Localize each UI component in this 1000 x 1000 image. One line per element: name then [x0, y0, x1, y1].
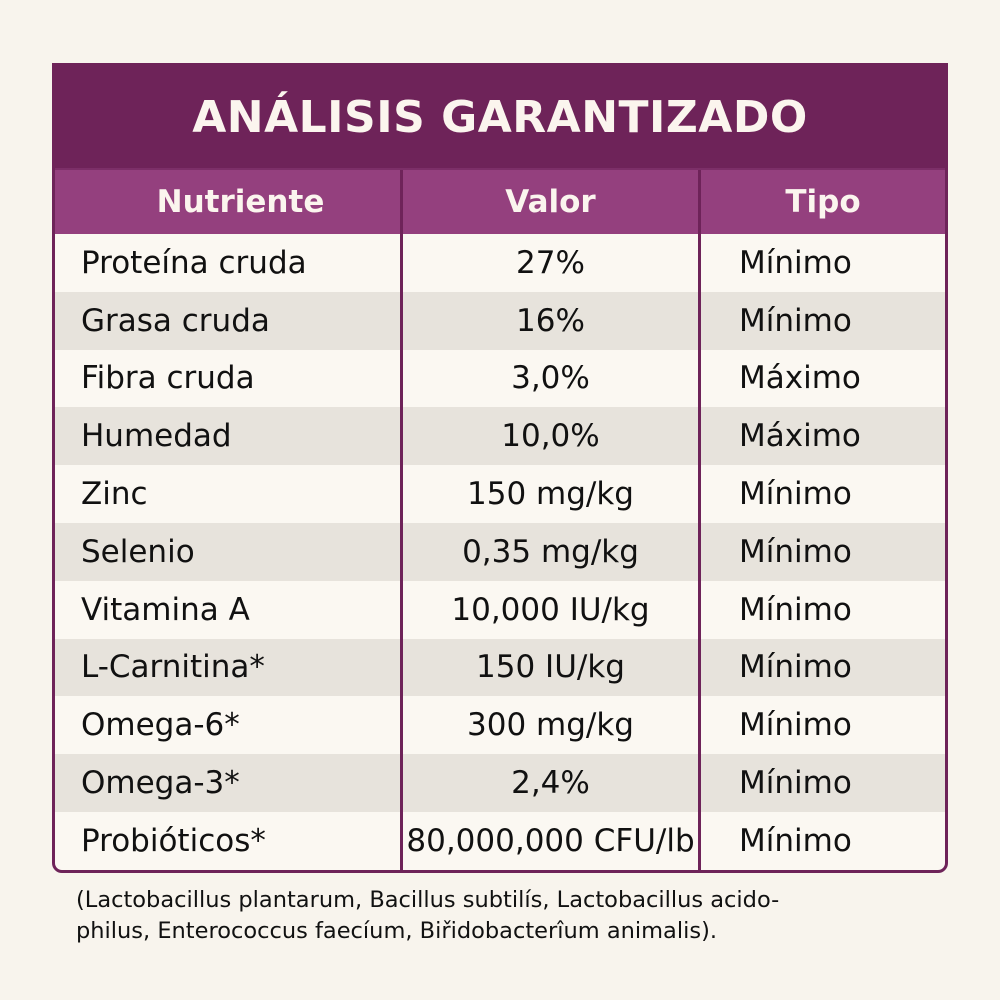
nutrient-cell: Omega-3* — [81, 765, 240, 802]
type-cell: Mínimo — [698, 754, 945, 812]
table-body: Proteína cruda 27% Mínimo Grasa cruda 16% Mín… — [55, 234, 945, 870]
table-row: Proteína cruda 27% Mínimo — [55, 234, 945, 292]
value-cell: 150 mg/kg — [400, 465, 698, 523]
type-cell: Máximo — [698, 407, 945, 466]
value-cell: 0,35 mg/kg — [400, 522, 698, 581]
table-row: Humedad 10,0% Máximo — [55, 407, 945, 466]
header-nutrient: Nutriente — [156, 184, 325, 220]
table-row: Omega-6* 300 mg/kg Mínimo — [55, 696, 945, 755]
header-row: Nutriente Valor Tipo — [55, 168, 945, 234]
value-cell: 300 mg/kg — [400, 696, 698, 755]
footnote: (Lactobacillus plantarum, Bacillus subti… — [76, 885, 956, 947]
type-cell: Mínimo — [698, 234, 945, 292]
type-cell: Mínimo — [698, 522, 945, 581]
type-cell: Máximo — [698, 349, 945, 408]
table-row: Omega-3* 2,4% Mínimo — [55, 754, 945, 812]
value-cell: 150 IU/kg — [400, 638, 698, 697]
type-cell: Mínimo — [698, 638, 945, 697]
header-value: Valor — [400, 170, 698, 234]
table-row: Zinc 150 mg/kg Mínimo — [55, 465, 945, 523]
type-cell: Mínimo — [698, 811, 945, 870]
value-cell: 2,4% — [400, 754, 698, 812]
type-cell: Mínimo — [698, 580, 945, 639]
nutrient-cell: Zinc — [81, 476, 148, 513]
value-cell: 27% — [400, 234, 698, 292]
table-row: Vitamina A 10,000 IU/kg Mínimo — [55, 580, 945, 639]
table-row: Grasa cruda 16% Mínimo — [55, 291, 945, 350]
nutrient-cell: Grasa cruda — [81, 302, 270, 339]
type-cell: Mínimo — [698, 465, 945, 523]
value-cell: 80,000,000 CFU/lb — [400, 811, 698, 870]
header-type: Tipo — [698, 170, 945, 234]
value-cell: 10,000 IU/kg — [400, 580, 698, 639]
footnote-line-1: (Lactobacillus plantarum, Bacillus subti… — [76, 887, 780, 913]
table-row: L-Carnitina* 150 IU/kg Mínimo — [55, 638, 945, 697]
value-cell: 16% — [400, 291, 698, 350]
nutrient-cell: Omega-6* — [81, 707, 240, 744]
guaranteed-analysis-table: ANÁLISIS GARANTIZADO Nutriente Valor Tip… — [52, 63, 948, 873]
table-title: ANÁLISIS GARANTIZADO — [55, 66, 945, 168]
nutrient-cell: Fibra cruda — [81, 360, 255, 397]
table-row: Selenio 0,35 mg/kg Mínimo — [55, 522, 945, 581]
nutrient-cell: Proteína cruda — [81, 244, 307, 281]
type-cell: Mínimo — [698, 696, 945, 755]
table-row: Probióticos* 80,000,000 CFU/lb Mínimo — [55, 811, 945, 870]
value-cell: 3,0% — [400, 349, 698, 408]
footnote-line-2: philus, Enterococcus faecíum, Biřidobact… — [76, 918, 717, 944]
table-row: Fibra cruda 3,0% Máximo — [55, 349, 945, 408]
nutrient-cell: Probióticos* — [81, 822, 266, 859]
nutrient-cell: Selenio — [81, 533, 195, 570]
nutrient-cell: Vitamina A — [81, 591, 250, 628]
nutrient-cell: L-Carnitina* — [81, 649, 265, 686]
value-cell: 10,0% — [400, 407, 698, 466]
nutrient-cell: Humedad — [81, 418, 232, 455]
type-cell: Mínimo — [698, 291, 945, 350]
